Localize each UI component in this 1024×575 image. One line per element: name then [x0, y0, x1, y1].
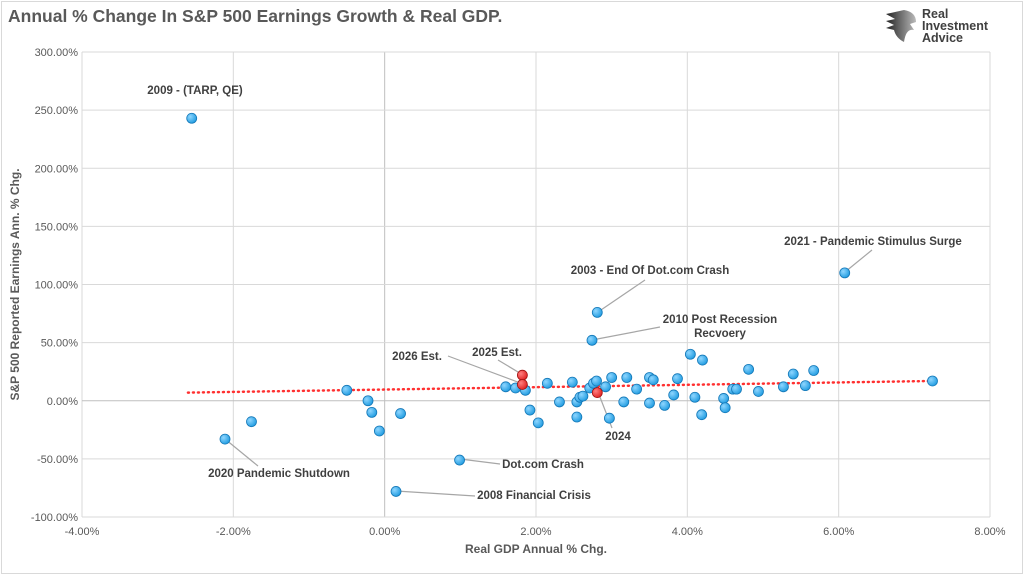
chart-title: Annual % Change In S&P 500 Earnings Grow… [8, 6, 503, 26]
data-point [644, 397, 655, 409]
annotation-leader-line [395, 490, 476, 497]
annotation-label: 2025 Est. [472, 347, 522, 359]
x-tick-label: 6.00% [823, 526, 854, 538]
data-point [500, 381, 512, 393]
data-point [808, 365, 820, 376]
trendline [186, 379, 934, 394]
data-point [659, 399, 671, 411]
data-point [618, 396, 630, 408]
data-point [839, 267, 851, 279]
data-point [753, 386, 764, 397]
data-point [454, 454, 465, 466]
data-point [799, 380, 811, 392]
data-point [219, 433, 231, 445]
data-point [554, 396, 565, 408]
annotation-leader-line [459, 458, 501, 465]
data-point [731, 383, 742, 395]
y-tick-label: 300.00% [35, 47, 79, 59]
annotation-label: 2020 Pandemic Shutdown [208, 468, 350, 480]
logo: Real Investment Advice [884, 8, 988, 44]
annotation-label: Dot.com Crash [502, 459, 584, 471]
x-tick-label: -4.00% [65, 526, 100, 538]
data-point [603, 412, 615, 424]
data-point [743, 363, 755, 375]
data-point [586, 334, 598, 346]
data-point [672, 373, 683, 385]
data-point [689, 391, 701, 403]
data-point [591, 375, 602, 387]
data-point [718, 393, 730, 404]
y-tick-label: 50.00% [41, 338, 79, 350]
data-point [186, 112, 198, 124]
data-point [373, 425, 385, 437]
estimate-point [591, 387, 603, 399]
annotation-label: 2026 Est. [392, 351, 442, 363]
x-tick-label: 0.00% [369, 526, 400, 538]
x-tick-label: 2.00% [520, 526, 551, 538]
annotation-label: Recvoery [694, 328, 746, 340]
annotation-label: 2010 Post Recession [663, 314, 777, 326]
data-point [395, 408, 406, 419]
annotation-label: 2008 Financial Crisis [477, 490, 591, 502]
data-point [787, 368, 799, 380]
data-point [927, 375, 938, 387]
logo-line: Real [922, 7, 949, 21]
x-tick-label: 4.00% [672, 526, 703, 538]
eagle-logo-icon [886, 10, 916, 42]
logo-text: Real Investment Advice [922, 7, 988, 45]
data-point [532, 417, 544, 429]
y-axis-label: S&P 500 Reported Earnings Ann. % Chg. [8, 168, 22, 400]
annotation-label: 2003 - End Of Dot.com Crash [571, 265, 729, 277]
x-axis-label: Real GDP Annual % Chg. [465, 542, 607, 556]
data-point [621, 372, 633, 383]
data-point [647, 374, 659, 386]
data-point [341, 384, 353, 396]
data-point [571, 411, 583, 423]
x-tick-label: 8.00% [974, 526, 1005, 538]
logo-line: Investment [922, 19, 988, 33]
y-tick-label: 0.00% [47, 396, 78, 408]
annotation-label: 2024 [605, 431, 631, 443]
annotation-leader-line [447, 355, 524, 385]
y-tick-label: -100.00% [31, 512, 78, 524]
data-point [390, 486, 402, 497]
data-point [246, 416, 257, 428]
data-point [541, 377, 553, 389]
annotation-leader-line [224, 438, 259, 467]
annotation-leader-line [597, 279, 646, 313]
annotation-leader-line [591, 326, 661, 341]
data-point [668, 389, 680, 401]
data-point [697, 354, 708, 366]
logo-line: Advice [922, 31, 963, 45]
y-tick-label: -50.00% [37, 454, 78, 466]
data-point [362, 395, 374, 407]
annotation-label: 2021 - Pandemic Stimulus Surge [784, 236, 962, 248]
estimate-point [516, 369, 528, 381]
annotation-label: 2009 - (TARP, QE) [147, 85, 243, 97]
y-tick-label: 150.00% [35, 221, 79, 233]
data-point [684, 348, 696, 360]
data-point [524, 404, 536, 416]
data-point [631, 383, 643, 395]
data-point [591, 306, 603, 318]
y-tick-label: 250.00% [35, 105, 79, 117]
data-point [600, 381, 612, 393]
y-tick-label: 100.00% [35, 280, 79, 292]
data-point [606, 372, 618, 383]
estimate-point [516, 379, 528, 390]
data-point [696, 409, 708, 421]
data-point [577, 390, 589, 402]
data-point [719, 402, 731, 414]
annotation-leader-line [844, 249, 873, 273]
y-tick-label: 200.00% [35, 163, 79, 175]
data-point [366, 406, 378, 418]
data-point [778, 381, 789, 393]
data-point [566, 376, 578, 388]
x-tick-label: -2.00% [216, 526, 251, 538]
